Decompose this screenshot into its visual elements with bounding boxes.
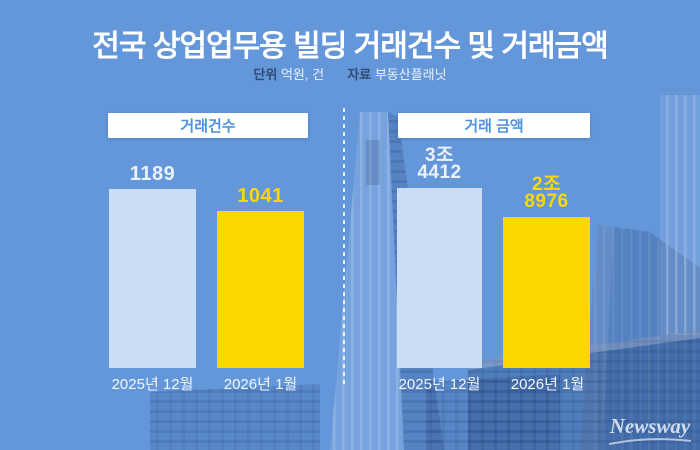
count-current-month: 2026년 1월: [223, 376, 298, 393]
count-current-bar: [217, 211, 304, 368]
amount-prev-value-line1: 3조: [424, 145, 455, 166]
amount-prev-value: 3조 4412: [372, 145, 507, 183]
building-right-edge: [660, 95, 700, 335]
amount-current-month: 2026년 1월: [510, 376, 585, 393]
newsway-logo-text: Newsway: [609, 414, 691, 438]
amount-chart-label-box: 거래 금액: [398, 113, 590, 138]
amount-prev-bar: [397, 188, 482, 368]
amount-prev-value-line2: 4412: [417, 162, 462, 183]
chart-subtitle: 단위 억원, 건 자료 부동산플래닛: [0, 64, 700, 83]
count-current-value: 1041: [237, 185, 284, 207]
building-bottom-left: [150, 384, 320, 450]
source-value: 부동산플래닛: [374, 67, 447, 82]
count-prev-month: 2025년 12월: [111, 376, 194, 393]
count-chart-label-box: 거래건수: [108, 113, 308, 138]
amount-current-value: 2조 8976: [478, 174, 615, 212]
newsway-logo: Newsway: [604, 416, 696, 446]
amount-current-value-line1: 2조: [531, 174, 562, 195]
amount-prev-month: 2025년 12월: [398, 376, 481, 393]
unit-value: 억원, 건: [280, 67, 325, 82]
amount-chart-label: 거래 금액: [464, 118, 524, 135]
unit-label: 단위: [253, 67, 278, 82]
page-title: 전국 상업업무용 빌딩 거래건수 및 거래금액: [92, 30, 608, 63]
amount-current-bar: [503, 217, 590, 368]
building-bottom-center: [426, 374, 560, 450]
newsway-logo-swoosh: [608, 438, 692, 445]
count-chart-label: 거래건수: [180, 118, 236, 135]
count-prev-bar: [109, 189, 196, 368]
amount-current-value-line2: 8976: [524, 191, 569, 212]
source-label: 자료: [347, 67, 372, 82]
count-prev-value: 1189: [129, 163, 176, 185]
chart-divider-dashed-line: [343, 108, 345, 385]
